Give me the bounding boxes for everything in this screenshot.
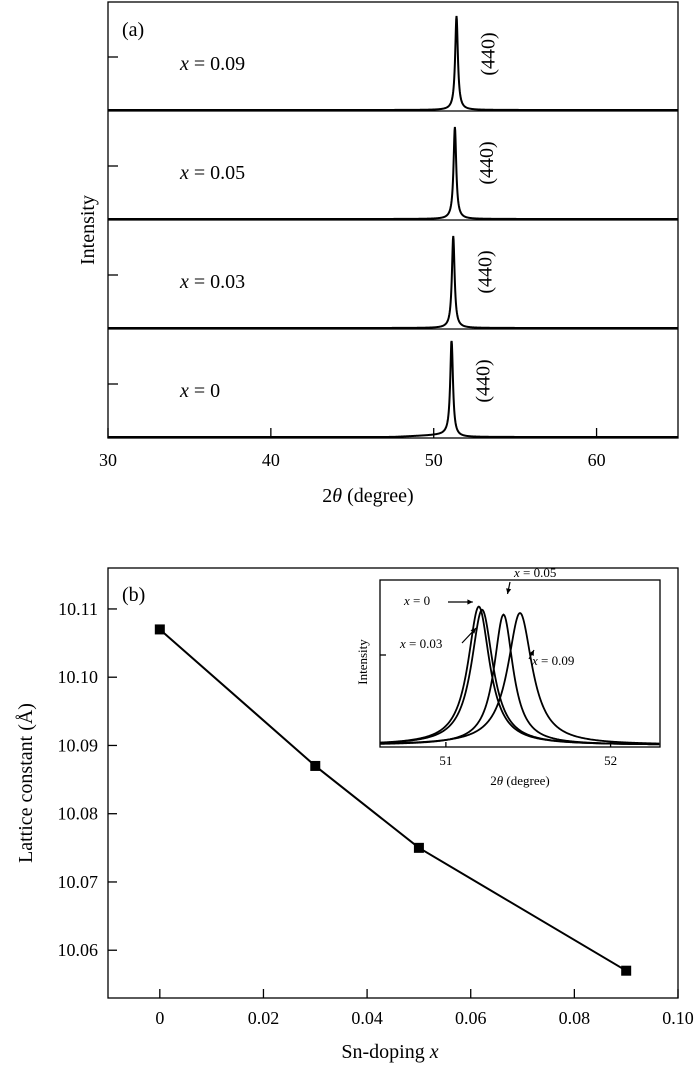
panel-b-x-tick-label: 0 [155,1008,164,1028]
peak-label-440: (440) [474,250,496,293]
inset-peak-curve [379,611,660,745]
panel-b-x-tick-label: 0.06 [455,1008,487,1028]
x-label-variable: x [429,1041,439,1063]
panel-b-y-tick-label: 10.07 [58,872,99,892]
panel-a-diffraction-curves [108,15,678,438]
panel-b-y-tick-label: 10.06 [58,940,99,960]
inset-label-value: = 0 [410,593,430,608]
diffraction-curve [108,126,678,220]
inset-arrowhead [506,588,512,594]
inset-label-value: = 0.09 [538,653,575,668]
panel-b-x-tick-label: 0.02 [248,1008,280,1028]
inset-plot: 51 52 x = 0x = 0.03x = 0.05x = 0.09 Inten… [355,565,661,788]
panel-b-x-tick-label: 0.04 [351,1008,383,1028]
inset-peak-curves [379,605,660,746]
inset-label-value: = 0.05 [520,565,557,580]
panel-a-x-tick-label: 40 [262,450,280,470]
series-label: x = 0.05 [179,162,245,184]
inset-x-tick-label: 52 [604,753,617,768]
inset-series-label: x = 0.09 [531,653,574,668]
inset-series-label: x = 0.05 [513,565,556,580]
panel-a-series-labels: x = 0 (440) x = 0.03 (440) x = 0.05 (440) x = … [179,32,500,402]
x-label-prefix: 2 [322,485,332,507]
lattice-constant-line [159,628,627,972]
inset-arrowhead [529,650,534,656]
diffraction-curve [108,235,678,329]
series-label-variable: x [179,53,189,75]
panel-b-y-tick-label: 10.08 [58,804,99,824]
inset-frame [379,579,661,748]
data-point-marker [310,760,321,771]
series-label: x = 0.09 [179,53,245,75]
panel-a-x-ticks: 30 40 50 60 [99,428,606,470]
panel-b-y-tick-label: 10.11 [58,599,98,619]
peak-label-440: (440) [473,359,495,402]
series-label-variable: x [179,380,189,402]
peak-label-440: (440) [478,32,500,75]
data-point-marker [621,965,632,976]
panel-a-label: (a) [122,19,144,41]
inset-peak-curve [379,613,660,746]
inset-x-label-theta: θ [497,773,504,788]
series-label: x = 0.03 [179,271,245,293]
inset-series-label: x = 0.03 [399,636,442,651]
panel-b-x-tick-label: 0.08 [559,1008,591,1028]
panel-b-frame [107,567,679,999]
x-label-theta: θ [332,485,342,507]
lattice-constant-markers [154,624,632,976]
series-label-value: = 0.09 [189,53,245,75]
diffraction-curve [108,340,678,438]
series-label-value: = 0.03 [189,271,245,293]
panel-b-x-tick-label: 0.10 [662,1008,694,1028]
panel-a-xrd-patterns: 30 40 50 60 x = 0 (440) x = 0.03 (440) x = 0.05… [77,1,679,507]
x-label-prefix: Sn-doping [341,1041,429,1063]
inset-label-variable: x [513,565,520,580]
panel-a-x-tick-label: 50 [425,450,443,470]
inset-x-label-unit: (degree) [503,773,550,788]
panel-a-x-tick-label: 30 [99,450,117,470]
inset-arrows [448,581,535,660]
panel-b-y-tick-label: 10.10 [58,667,99,687]
inset-label-variable: x [403,593,410,608]
inset-x-tick-label: 51 [439,753,452,768]
peak-label-440: (440) [476,141,498,184]
panel-a-x-axis-label: 2θ (degree) [322,485,413,507]
panel-b-label: (b) [122,584,145,606]
series-label-variable: x [179,162,189,184]
inset-series-labels: x = 0x = 0.03x = 0.05x = 0.09 [399,565,574,668]
series-label: x = 0 [179,380,220,402]
inset-series-label: x = 0 [403,593,430,608]
inset-y-axis-label: Intensity [355,639,370,685]
inset-label-variable: x [531,653,538,668]
panel-b-lattice-constant: 0 0.02 0.04 0.06 0.08 0.10 10.0610.0710.0810.… [15,565,694,1063]
panel-b-y-tick-label: 10.09 [58,735,99,755]
inset-x-ticks: 51 52 [439,742,617,768]
panel-b-y-axis-label: Lattice constant (Å) [15,703,37,863]
x-label-unit: (degree) [342,485,414,507]
inset-arrowhead [467,599,473,605]
panel-a-x-tick-label: 60 [588,450,606,470]
inset-label-variable: x [399,636,406,651]
data-point-marker [154,624,165,635]
inset-arrowhead [470,628,477,634]
panel-b-x-axis-label: Sn-doping x [341,1041,438,1063]
data-point-marker [413,842,424,853]
inset-x-axis-label: 2θ (degree) [490,773,549,788]
series-label-value: = 0.05 [189,162,245,184]
panel-b-y-ticks: 10.06 10.07 10.08 10.09 10.10 10.11 [58,599,117,960]
panel-b-x-ticks: 0 0.02 0.04 0.06 0.08 0.10 [155,989,694,1028]
inset-peak-curve [379,605,660,746]
inset-peak-curve [379,608,660,746]
series-label-variable: x [179,271,189,293]
panel-a-y-axis-label: Intensity [77,195,99,265]
inset-x-label-prefix: 2 [490,773,497,788]
series-label-value: = 0 [189,380,220,402]
diffraction-curve [108,15,678,111]
inset-label-value: = 0.03 [406,636,443,651]
